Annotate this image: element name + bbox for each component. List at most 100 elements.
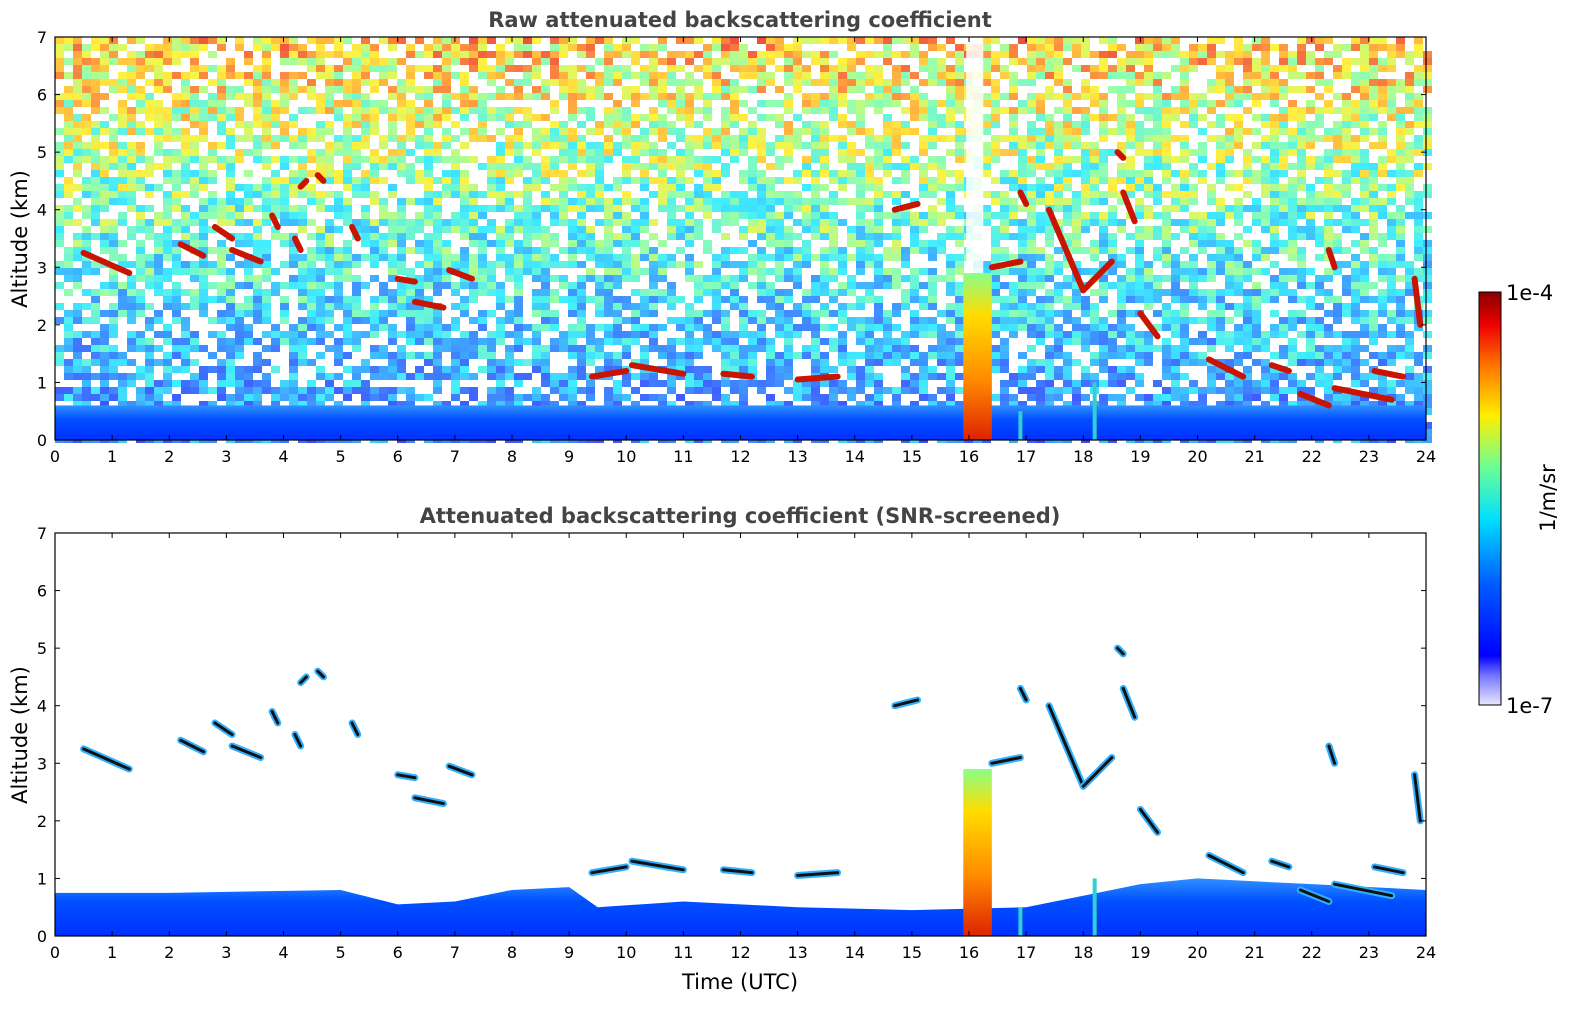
x-tick-label: 9 bbox=[564, 943, 574, 962]
cloud-feature bbox=[794, 373, 841, 383]
cloud-feature bbox=[396, 773, 417, 780]
panel-raw-heatmap bbox=[55, 37, 1432, 443]
colorbar: 1e-4 1e-7 1/m/sr bbox=[1478, 281, 1560, 718]
x-tick-label: 21 bbox=[1244, 447, 1264, 466]
x-tick-label: 23 bbox=[1359, 943, 1379, 962]
x-tick-label: 23 bbox=[1359, 447, 1379, 466]
x-tick-label: 3 bbox=[221, 447, 231, 466]
panel-screened-y-label: Altitude (km) bbox=[8, 666, 32, 804]
cloud-feature bbox=[630, 859, 685, 872]
cloud-feature bbox=[891, 200, 921, 213]
x-tick-label: 11 bbox=[673, 943, 693, 962]
cloud-feature bbox=[446, 267, 476, 282]
panel-raw-x-axis: 0 1 2 3 4 5 6 7 8 9 10 11 12 13 14 15 16 17 18 19 20 21 22 23 24 bbox=[50, 37, 1436, 466]
x-tick-label: 13 bbox=[787, 943, 807, 962]
x-tick-label: 22 bbox=[1302, 447, 1322, 466]
cloud-feature bbox=[893, 698, 920, 708]
x-tick-label: 4 bbox=[278, 447, 288, 466]
cloud-feature bbox=[1205, 356, 1247, 380]
cloud-feature bbox=[297, 177, 310, 190]
cloud-feature bbox=[1333, 882, 1394, 898]
x-tick-label: 19 bbox=[1130, 943, 1150, 962]
colorbar-min-label: 1e-7 bbox=[1506, 694, 1553, 718]
colorbar-unit-label: 1/m/sr bbox=[1536, 464, 1560, 532]
x-tick-label: 0 bbox=[50, 943, 60, 962]
y-tick-label: 5 bbox=[37, 639, 47, 658]
cloud-feature bbox=[988, 258, 1024, 271]
cloud-feature bbox=[1297, 390, 1332, 409]
y-tick-label: 0 bbox=[37, 927, 47, 946]
panel-screened: Attenuated backscattering coefficient (S… bbox=[8, 504, 1436, 994]
cloud-feature bbox=[1018, 686, 1028, 702]
x-tick-label: 15 bbox=[902, 943, 922, 962]
cloud-feature bbox=[721, 868, 754, 875]
y-tick-label: 3 bbox=[37, 258, 47, 277]
x-tick-label: 20 bbox=[1187, 943, 1207, 962]
cloud-feature bbox=[1120, 189, 1138, 225]
x-tick-label: 16 bbox=[959, 447, 979, 466]
cloud-feature bbox=[229, 247, 264, 265]
panel-raw-y-axis: 0 1 2 3 4 5 6 7 bbox=[37, 28, 1426, 450]
cloud-feature bbox=[588, 367, 630, 380]
y-tick-label: 7 bbox=[37, 28, 47, 47]
x-tick-label: 5 bbox=[336, 447, 346, 466]
cloud-feature bbox=[1331, 385, 1395, 403]
cloud-feature bbox=[314, 172, 327, 184]
x-tick-label: 6 bbox=[393, 447, 403, 466]
cloud-feature bbox=[1121, 686, 1137, 719]
y-tick-label: 2 bbox=[37, 812, 47, 831]
x-tick-label: 22 bbox=[1302, 943, 1322, 962]
cloud-feature bbox=[1137, 310, 1161, 340]
y-tick-label: 3 bbox=[37, 754, 47, 773]
x-tick-label: 8 bbox=[507, 447, 517, 466]
y-tick-label: 6 bbox=[37, 86, 47, 105]
x-tick-label: 12 bbox=[730, 943, 750, 962]
y-tick-label: 1 bbox=[37, 373, 47, 392]
cloud-feature bbox=[179, 738, 206, 754]
x-tick-label: 18 bbox=[1073, 447, 1093, 466]
x-tick-label: 16 bbox=[959, 943, 979, 962]
x-tick-label: 1 bbox=[107, 447, 117, 466]
x-tick-label: 20 bbox=[1187, 447, 1207, 466]
panel-screened-x-axis: 0 1 2 3 4 5 6 7 8 9 10 11 12 13 14 15 16 17 18 19 20 21 22 23 24 bbox=[50, 533, 1436, 962]
panel-screened-y-axis: 0 1 2 3 4 5 6 7 bbox=[37, 524, 1426, 946]
panel-screened-cloud-features bbox=[80, 644, 1424, 905]
cloud-feature bbox=[1080, 258, 1115, 294]
cloud-feature bbox=[1298, 888, 1331, 903]
x-tick-label: 0 bbox=[50, 447, 60, 466]
panel-screened-background bbox=[55, 533, 1426, 936]
cloud-feature bbox=[213, 721, 234, 736]
x-tick-label: 11 bbox=[673, 447, 693, 466]
cloud-feature bbox=[349, 223, 361, 242]
y-tick-label: 0 bbox=[37, 431, 47, 450]
cloud-feature bbox=[1081, 756, 1114, 788]
colorbar-max-label: 1e-4 bbox=[1506, 281, 1553, 305]
x-tick-label: 2 bbox=[164, 943, 174, 962]
cloud-feature bbox=[1327, 744, 1337, 765]
cloud-feature bbox=[394, 275, 418, 285]
cloud-feature bbox=[1373, 865, 1405, 875]
x-tick-label: 15 bbox=[902, 447, 922, 466]
cloud-feature bbox=[316, 669, 325, 679]
y-tick-label: 5 bbox=[37, 143, 47, 162]
cloud-feature bbox=[411, 298, 447, 311]
cloud-feature bbox=[413, 796, 445, 806]
cloud-feature bbox=[270, 709, 280, 725]
panel-screened-title: Attenuated backscattering coefficient (S… bbox=[420, 504, 1061, 528]
x-tick-label: 24 bbox=[1416, 943, 1436, 962]
cloud-feature bbox=[1116, 646, 1125, 656]
x-tick-label: 14 bbox=[845, 447, 865, 466]
cloud-feature bbox=[291, 235, 304, 254]
cloud-feature bbox=[80, 249, 133, 277]
cloud-feature bbox=[447, 764, 474, 777]
y-tick-label: 4 bbox=[37, 697, 47, 716]
x-tick-label: 8 bbox=[507, 943, 517, 962]
cloud-feature bbox=[1411, 275, 1424, 328]
cloud-feature bbox=[230, 744, 263, 760]
x-tick-label: 12 bbox=[730, 447, 750, 466]
cloud-feature bbox=[1371, 367, 1407, 380]
cloud-feature bbox=[82, 747, 131, 771]
x-tick-label: 10 bbox=[616, 447, 636, 466]
cloud-feature bbox=[299, 675, 308, 685]
x-tick-label: 13 bbox=[787, 447, 807, 466]
